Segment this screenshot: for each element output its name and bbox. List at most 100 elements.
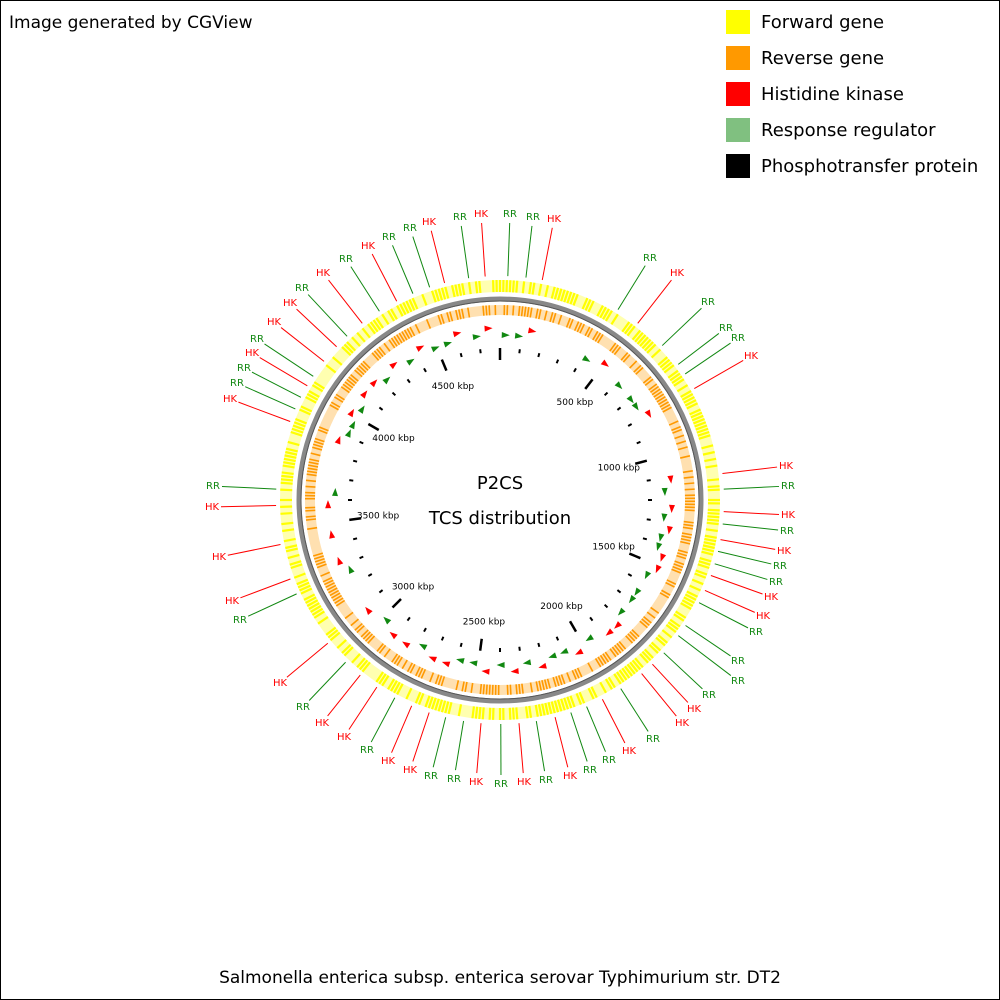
reverse-gene <box>461 308 465 319</box>
feature-marker <box>382 376 391 385</box>
forward-gene <box>405 687 413 700</box>
forward-gene <box>634 331 644 343</box>
forward-gene <box>705 464 718 469</box>
feature-leader <box>694 360 744 389</box>
reverse-gene <box>390 337 398 347</box>
forward-gene <box>287 440 300 447</box>
forward-gene <box>661 361 673 371</box>
forward-gene <box>667 621 679 631</box>
forward-gene <box>481 707 485 720</box>
feature-leader <box>541 227 553 281</box>
forward-gene <box>680 390 692 398</box>
feature-label: HK <box>337 732 352 743</box>
forward-gene <box>327 629 339 639</box>
forward-gene <box>698 434 711 440</box>
forward-gene <box>587 687 595 700</box>
feature-label: HK <box>756 611 771 622</box>
ring-label: 3000 kbp <box>392 582 435 592</box>
reverse-gene <box>557 675 563 686</box>
forward-gene <box>440 287 447 300</box>
feature-label: HK <box>267 317 282 328</box>
reverse-gene <box>360 629 369 638</box>
legend-swatch <box>726 10 750 34</box>
feature-marker <box>383 616 392 625</box>
center-subtitle: TCS distribution <box>428 508 571 529</box>
reverse-gene <box>674 434 685 440</box>
reverse-gene <box>354 369 363 378</box>
reverse-gene <box>383 342 391 352</box>
forward-gene <box>511 707 515 720</box>
reverse-gene <box>331 592 341 599</box>
feature-leader <box>661 307 702 346</box>
reverse-gene <box>376 348 384 358</box>
reverse-gene <box>683 476 694 479</box>
reverse-gene <box>376 643 384 652</box>
reverse-gene <box>306 473 317 477</box>
feature-marker <box>628 594 637 604</box>
feature-marker <box>402 641 411 649</box>
reverse-gene <box>681 535 692 539</box>
ring-tick <box>479 349 482 354</box>
reverse-gene <box>488 305 491 316</box>
reverse-gene <box>362 360 371 369</box>
forward-gene <box>704 537 717 543</box>
feature-marker <box>332 487 338 497</box>
feature-marker <box>369 379 378 388</box>
forward-gene <box>430 697 437 710</box>
forward-gene <box>280 511 293 515</box>
reverse-gene <box>401 331 408 341</box>
legend-label: Phosphotransfer protein <box>761 156 978 177</box>
reverse-gene <box>613 346 622 356</box>
feature-label: RR <box>731 333 745 344</box>
feature-marker <box>575 648 584 655</box>
feature-label: HK <box>212 552 227 563</box>
reverse-gene <box>671 425 681 432</box>
feature-marker <box>337 556 344 566</box>
forward-gene <box>698 560 711 566</box>
reverse-gene <box>683 523 694 527</box>
forward-gene <box>336 639 347 649</box>
header-title: Image generated by CGView <box>9 13 253 33</box>
forward-gene <box>508 280 512 293</box>
forward-gene <box>331 356 343 366</box>
ring-tick <box>352 537 358 541</box>
ring-tick <box>367 573 373 577</box>
reverse-gene <box>683 520 694 524</box>
forward-gene <box>351 653 361 664</box>
reverse-gene <box>437 314 443 325</box>
feature-leader <box>227 544 281 556</box>
forward-gene <box>641 650 652 662</box>
feature-leader <box>637 279 672 324</box>
forward-gene <box>541 703 546 716</box>
ring-label: 1000 kbp <box>598 464 641 474</box>
reverse-gene <box>388 339 396 349</box>
feature-leader <box>586 706 606 752</box>
forward-gene <box>308 390 320 398</box>
forward-gene <box>626 663 636 675</box>
reverse-gene <box>552 312 557 323</box>
reverse-gene <box>395 334 403 344</box>
reverse-gene <box>446 312 451 323</box>
feature-label: RR <box>206 481 220 492</box>
feature-label: HK <box>205 502 220 513</box>
reverse-gene <box>335 599 346 607</box>
ring-tick <box>391 598 402 609</box>
reverse-gene <box>406 328 413 338</box>
feature-label: HK <box>764 592 779 603</box>
forward-gene <box>393 681 401 694</box>
legend-label: Histidine kinase <box>761 84 904 105</box>
forward-gene <box>569 695 576 708</box>
reverse-gene <box>315 560 326 566</box>
feature-label: HK <box>781 510 796 521</box>
reverse-gene <box>417 667 424 678</box>
forward-gene <box>283 461 296 466</box>
feature-label: HK <box>675 718 690 729</box>
reverse-gene <box>674 560 685 566</box>
footer: Salmonella enterica subsp. enterica sero… <box>219 968 781 988</box>
forward-gene <box>587 300 595 313</box>
forward-gene <box>281 521 294 526</box>
reverse-gene <box>543 310 548 321</box>
reverse-gene <box>414 323 421 334</box>
forward-gene <box>599 681 607 694</box>
feature-label: HK <box>403 765 418 776</box>
